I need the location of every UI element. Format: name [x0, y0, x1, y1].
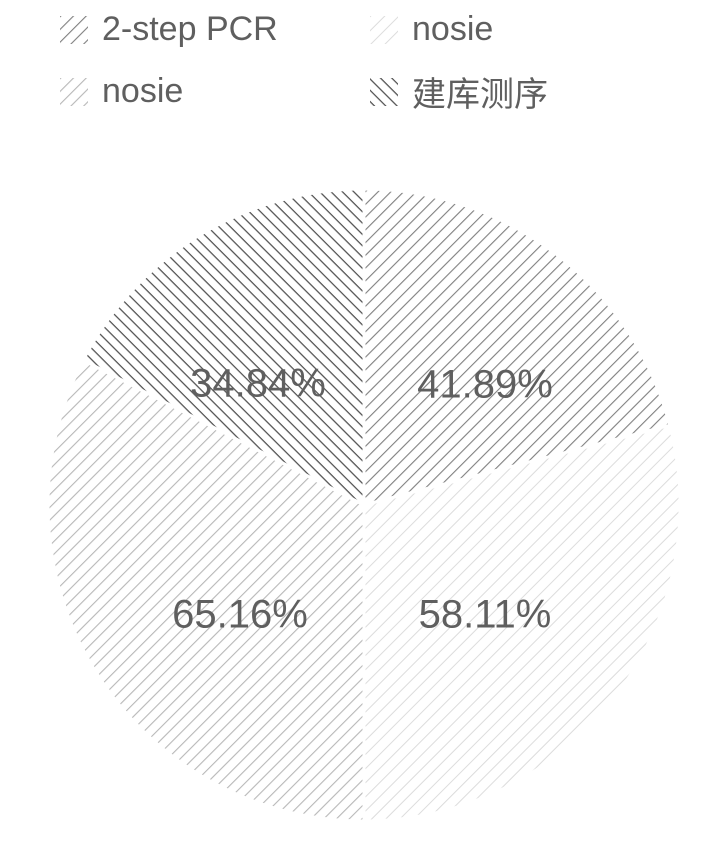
legend-row: 2-step PCR nosie: [60, 10, 680, 49]
legend-swatch-icon: [60, 16, 88, 44]
legend-item: 2-step PCR: [60, 10, 370, 49]
pie-chart: 41.89% 58.11% 65.16% 34.84%: [40, 160, 688, 840]
legend-label: nosie: [102, 72, 183, 111]
slice-label: 34.84%: [190, 362, 326, 407]
legend-swatch-icon: [370, 78, 398, 106]
legend-swatch-icon: [60, 78, 88, 106]
legend-item: nosie: [370, 10, 680, 49]
legend-label: nosie: [412, 10, 493, 49]
legend-item: 建库测序: [370, 67, 680, 116]
chart-container: 2-step PCR nosie nosie: [0, 0, 728, 856]
slice-label: 41.89%: [417, 363, 553, 408]
pie-svg: [40, 160, 688, 840]
legend-item: nosie: [60, 72, 370, 111]
legend-label: 2-step PCR: [102, 10, 278, 49]
legend-label: 建库测序: [412, 67, 548, 116]
slice-label: 58.11%: [419, 593, 552, 638]
legend-swatch-icon: [370, 16, 398, 44]
legend: 2-step PCR nosie nosie: [60, 10, 680, 134]
legend-row: nosie 建库测序: [60, 67, 680, 116]
slice-label: 65.16%: [172, 593, 308, 638]
